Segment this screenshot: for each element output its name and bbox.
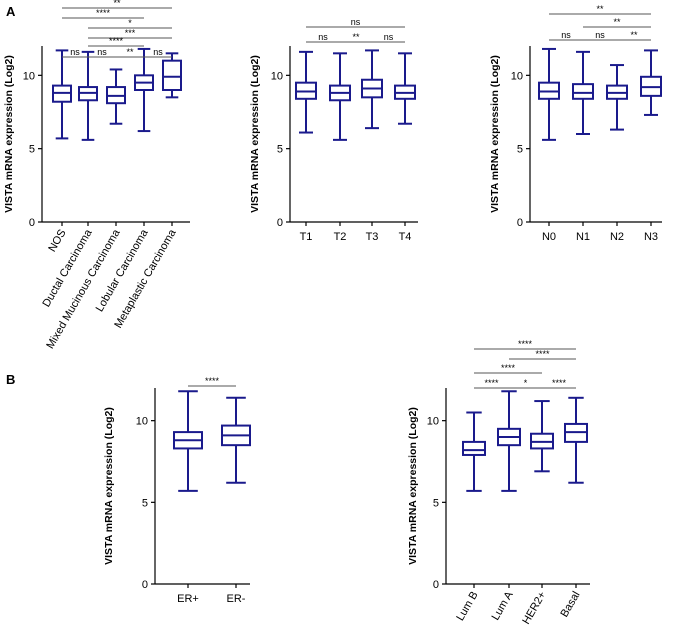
box-2 <box>106 68 126 125</box>
y-axis-title: VISTA mRNA expression (Log2) <box>3 55 15 213</box>
box-2 <box>530 400 554 473</box>
category-label: ER+ <box>177 593 199 605</box>
box-0 <box>52 49 72 140</box>
significance-label: ns <box>97 47 107 57</box>
category-label: NOS <box>46 228 68 255</box>
category-label: Basal <box>558 590 582 620</box>
significance-label: ** <box>630 30 638 40</box>
chart-1: 0 5 10 VISTA mRNA expression (Log2) T1 T2 T3 T4… <box>249 17 418 243</box>
y-axis-title: VISTA mRNA expression (Log2) <box>249 55 261 213</box>
y-tick-label: 0 <box>433 579 439 591</box>
panel-label-a: A <box>6 4 16 19</box>
box-3 <box>564 396 588 484</box>
category-label: T1 <box>300 231 313 243</box>
category-label: N1 <box>576 231 590 243</box>
significance-label: ns <box>318 32 328 42</box>
box-1 <box>78 50 98 141</box>
box-3 <box>640 49 662 116</box>
y-axis-title: VISTA mRNA expression (Log2) <box>103 407 115 565</box>
significance-label: ns <box>384 32 394 42</box>
box-1 <box>497 390 521 492</box>
box-0 <box>173 390 203 492</box>
significance-label: **** <box>484 378 499 388</box>
y-tick-label: 0 <box>142 579 148 591</box>
significance-label: **** <box>552 378 567 388</box>
category-label: T3 <box>366 231 379 243</box>
y-tick-label: 0 <box>517 217 523 229</box>
y-tick-label: 10 <box>427 416 439 428</box>
y-tick-label: 5 <box>517 144 523 156</box>
category-label: T4 <box>399 231 412 243</box>
y-tick-label: 10 <box>23 70 35 82</box>
box-0 <box>295 50 317 134</box>
significance-label: * <box>524 378 528 388</box>
box-0 <box>462 411 486 492</box>
significance-label: * <box>128 18 132 28</box>
box-0 <box>538 47 560 141</box>
iqr-box <box>162 59 182 92</box>
y-axis-title: VISTA mRNA expression (Log2) <box>489 55 501 213</box>
chart-0: 0 5 10 VISTA mRNA expression (Log2) NOSDucta… <box>3 0 190 351</box>
box-3 <box>134 47 154 133</box>
significance-label: ** <box>352 32 360 42</box>
category-label: T2 <box>334 231 347 243</box>
box-1 <box>572 50 594 135</box>
chart-3: 0 5 10 VISTA mRNA expression (Log2) ER+ ER- **… <box>103 376 251 605</box>
charts-group: 0 5 10 VISTA mRNA expression (Log2) NOSDucta… <box>3 0 662 626</box>
iqr-box <box>462 440 486 456</box>
significance-label: ns <box>561 30 571 40</box>
significance-label: *** <box>125 28 136 38</box>
significance-label: ** <box>596 4 604 14</box>
significance-label: ns <box>70 47 80 57</box>
box-2 <box>606 64 628 131</box>
chart-4: 0 5 10 VISTA mRNA expression (Log2) Lum B Lum… <box>407 339 590 626</box>
category-label: HER2+ <box>520 590 548 627</box>
y-tick-label: 5 <box>142 497 148 509</box>
y-axis-title: VISTA mRNA expression (Log2) <box>407 407 419 565</box>
significance-label: ** <box>113 0 121 8</box>
significance-label: ** <box>126 47 134 57</box>
significance-label: ns <box>595 30 605 40</box>
significance-label: **** <box>518 339 533 349</box>
category-label: N0 <box>542 231 556 243</box>
category-label: Ductal Carcinoma <box>40 227 95 309</box>
box-1 <box>329 52 351 141</box>
significance-label: ** <box>613 17 621 27</box>
y-tick-label: 5 <box>277 144 283 156</box>
significance-label: ns <box>351 17 361 27</box>
category-label: ER- <box>227 593 246 605</box>
significance-label: **** <box>205 376 220 386</box>
chart-2: 0 5 10 VISTA mRNA expression (Log2) N0 N1 N2 N3… <box>489 4 662 243</box>
y-tick-label: 5 <box>433 497 439 509</box>
iqr-box <box>572 83 594 100</box>
y-tick-label: 10 <box>511 70 523 82</box>
category-label: N3 <box>644 231 658 243</box>
y-tick-label: 0 <box>29 217 35 229</box>
box-2 <box>361 49 383 130</box>
significance-label: **** <box>535 349 550 359</box>
y-tick-label: 0 <box>277 217 283 229</box>
category-label: Lum A <box>490 589 516 623</box>
significance-label: ns <box>153 47 163 57</box>
y-tick-label: 10 <box>136 416 148 428</box>
y-tick-label: 10 <box>271 70 283 82</box>
significance-label: **** <box>96 8 111 18</box>
significance-label: **** <box>109 36 124 46</box>
category-label: N2 <box>610 231 624 243</box>
panel-label-b: B <box>6 372 15 387</box>
significance-label: **** <box>501 363 516 373</box>
box-3 <box>394 52 416 125</box>
box-1 <box>221 396 251 484</box>
box-4 <box>162 52 182 99</box>
y-tick-label: 5 <box>29 144 35 156</box>
category-label: Lum B <box>454 590 480 624</box>
